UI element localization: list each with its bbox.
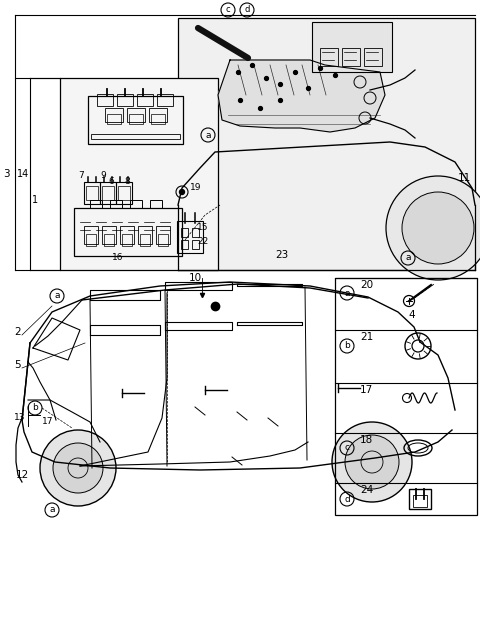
Text: c: c [345,443,349,452]
Bar [129,114,143,124]
Text: 19: 19 [190,184,202,192]
Bar [158,234,168,246]
Text: d: d [344,494,350,503]
Text: a: a [54,291,60,301]
Text: a: a [344,289,350,298]
Text: 21: 21 [360,332,373,342]
Text: 6: 6 [108,177,114,186]
Bar [156,226,170,244]
Circle shape [386,176,480,280]
Bar [320,48,338,66]
Text: 16: 16 [112,253,123,262]
Bar [120,226,134,244]
Bar [100,182,116,204]
Bar [122,234,132,246]
Text: 24: 24 [360,485,373,495]
Text: 4: 4 [408,310,415,320]
Text: 2: 2 [14,327,21,337]
Bar [127,108,145,122]
Text: 12: 12 [15,470,29,480]
Circle shape [332,422,412,502]
Text: a: a [49,506,55,515]
Bar [102,186,114,200]
Text: 18: 18 [360,435,373,445]
Bar [178,18,475,270]
Polygon shape [218,60,385,132]
Bar [90,200,102,208]
Bar [110,200,122,208]
Bar [130,200,142,208]
Text: 13: 13 [14,413,25,423]
Bar [192,240,199,249]
Text: 3: 3 [3,169,10,179]
Bar [118,186,130,200]
Bar [84,226,98,244]
Text: 20: 20 [360,280,373,290]
Bar [137,94,153,106]
Text: 7: 7 [78,170,84,179]
Bar [364,48,382,66]
Bar [117,94,133,106]
Text: 9: 9 [100,170,106,179]
Bar [74,208,182,256]
Bar [102,226,116,244]
Bar [181,240,188,249]
Text: 15: 15 [197,223,208,233]
Bar [409,489,431,509]
Bar [116,182,132,204]
Bar [192,228,199,237]
Bar [87,96,182,144]
Circle shape [345,435,399,489]
Bar [60,78,218,270]
Bar [86,234,96,246]
Text: 1: 1 [32,195,38,205]
Bar [150,200,162,208]
Bar [177,221,203,253]
Bar [86,186,98,200]
Text: 10: 10 [189,273,202,283]
Text: 17: 17 [360,385,373,395]
Text: d: d [244,6,250,14]
Bar [181,228,188,237]
Text: b: b [32,403,38,413]
Text: c: c [226,6,230,14]
Text: 5: 5 [14,360,21,370]
Circle shape [40,430,116,506]
Bar [91,134,180,139]
Bar [84,182,100,204]
Bar [151,114,165,124]
Bar [149,108,167,122]
Text: 14: 14 [17,169,29,179]
Text: 17: 17 [42,418,53,426]
Text: 8: 8 [124,177,130,186]
Text: 23: 23 [275,250,288,260]
Text: 22: 22 [197,238,208,247]
Circle shape [180,189,184,194]
Bar [107,114,121,124]
Bar [104,234,114,246]
Circle shape [402,192,474,264]
Bar [97,94,113,106]
Text: 11: 11 [458,173,471,183]
Bar [335,278,477,515]
Bar [140,234,150,246]
Bar [138,226,152,244]
Bar [157,94,173,106]
Circle shape [53,443,103,493]
Text: a: a [405,253,411,262]
Bar [342,48,360,66]
Bar [312,22,392,72]
Bar [105,108,123,122]
Text: a: a [205,130,211,140]
Bar [413,495,427,507]
Text: b: b [344,342,350,350]
